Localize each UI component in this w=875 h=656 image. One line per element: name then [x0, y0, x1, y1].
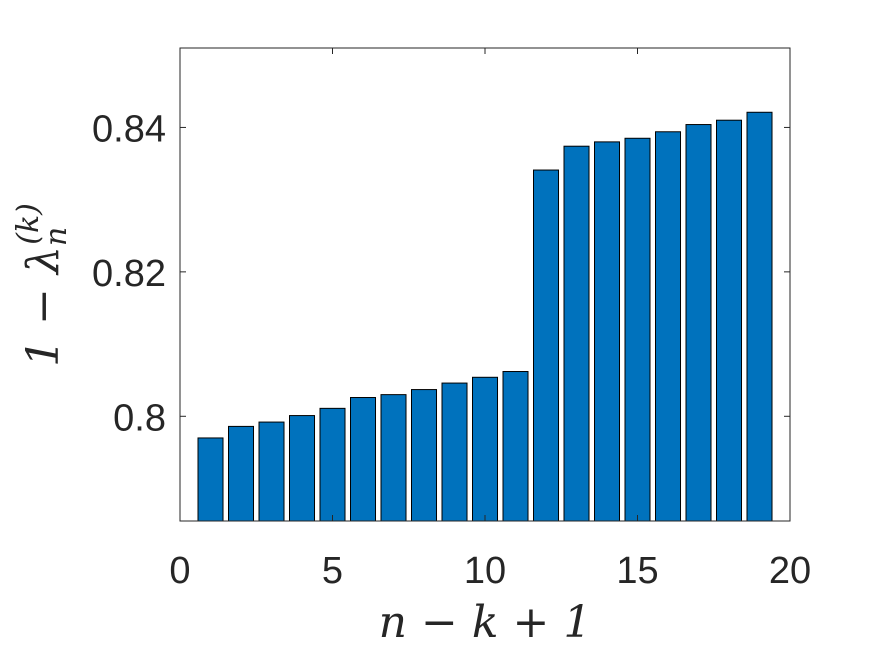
- y-axis-label-prefix: 1 − λ: [18, 246, 69, 367]
- y-tick-label-0.84: 0.84: [92, 108, 166, 150]
- bar-14: [594, 141, 621, 522]
- y-axis-label-subscript: n: [39, 227, 74, 246]
- bar-9: [441, 382, 468, 522]
- bars-layer: [197, 111, 773, 522]
- bar-15: [624, 137, 651, 522]
- y-tick-label-0.8: 0.8: [113, 397, 166, 439]
- bar-19: [746, 111, 773, 522]
- bar-17: [685, 124, 712, 522]
- bar-11: [502, 371, 529, 522]
- x-tick-label-15: 15: [616, 550, 658, 592]
- y-axis-label: 1 − λn(k): [11, 203, 74, 367]
- bar-4: [289, 415, 316, 522]
- bar-10: [472, 376, 499, 522]
- x-tick-label-10: 10: [464, 550, 506, 592]
- bar-12: [533, 169, 560, 522]
- ticks-layer: 0 5 10 15 20 0.8 0.82 0.84: [92, 48, 811, 592]
- bar-7: [380, 394, 407, 522]
- x-tick-label-5: 5: [322, 550, 343, 592]
- bar-3: [258, 421, 285, 522]
- bar-16: [655, 131, 682, 522]
- x-tick-label-20: 20: [769, 550, 811, 592]
- x-axis-label: n − k + 1: [379, 597, 592, 648]
- bar-5: [319, 407, 346, 522]
- y-axis-label-superscript: (k): [11, 203, 46, 245]
- bar-13: [563, 145, 590, 522]
- bar-6: [350, 397, 377, 522]
- bar-1: [197, 437, 224, 522]
- y-tick-label-0.82: 0.82: [92, 253, 166, 295]
- bar-8: [411, 389, 438, 522]
- bar-18: [716, 119, 743, 522]
- bar-2: [228, 425, 255, 522]
- x-tick-label-0: 0: [169, 550, 190, 592]
